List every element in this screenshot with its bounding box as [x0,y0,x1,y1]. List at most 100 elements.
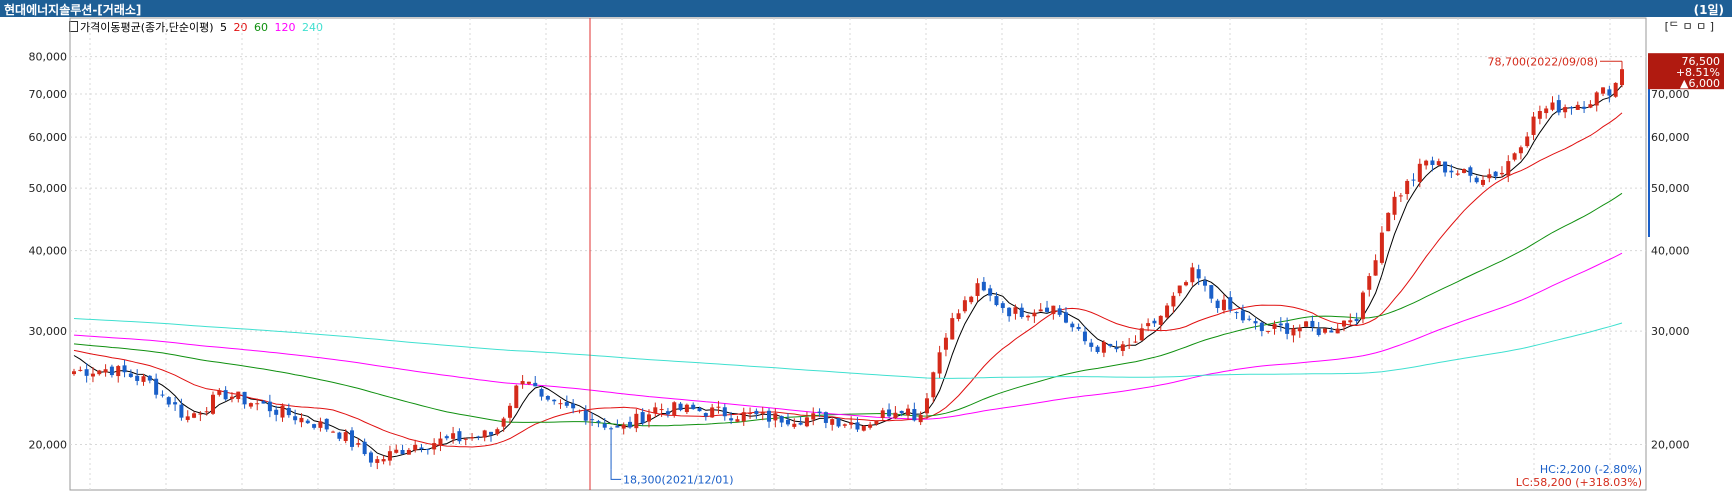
candle-body [1127,344,1132,346]
candle-body [842,424,847,426]
candle-body [1190,267,1195,283]
candle-body [1443,161,1448,173]
candle-body [463,438,468,440]
candle-body [425,448,430,450]
candle-body [1417,163,1422,182]
candle-body [78,369,83,371]
price-badge [1648,53,1724,90]
candle-body [1379,232,1384,263]
ma-line-5 [73,84,1623,458]
candle-body [1367,276,1372,290]
candle-body [495,429,500,435]
candle-body [261,401,266,404]
candle-body [242,391,247,405]
y-tick-left: 60,000 [29,131,68,144]
candle-body [1411,179,1416,181]
candle-body [988,288,993,296]
candle-body [381,459,386,462]
candle-body [514,385,519,409]
candle-body [981,281,986,291]
candle-body [722,407,727,417]
low-marker [610,469,622,480]
candle-body [741,412,746,422]
candle-body [950,318,955,340]
candle-body [1158,315,1163,325]
moving-averages [73,84,1623,458]
candle-body [1051,305,1056,315]
window-titlebar: 현대에너지솔루션-[거래소] (1일) [0,0,1732,17]
candle-body [1297,327,1302,332]
candle-body [609,428,614,430]
candle-body [1291,328,1296,336]
candle-body [1133,341,1138,343]
candle-body [1544,108,1549,114]
plot-frame [69,17,1647,491]
candle-body [880,410,885,418]
candle-body [811,413,816,420]
candle-body [109,366,114,376]
candle-body [1120,344,1125,351]
candle-body [861,425,866,431]
candle-body [924,398,929,414]
candle-body [1480,179,1485,185]
y-tick-right: 70,000 [1651,88,1690,101]
candle-body [767,410,772,422]
candle-body [956,313,961,319]
candle-body [1253,321,1258,324]
y-tick-right: 20,000 [1651,439,1690,452]
candle-body [457,431,462,442]
candle-body [1259,322,1264,331]
candle-body [147,375,152,381]
candle-body [1373,260,1378,276]
candle-body [489,431,494,435]
candle-body [482,430,487,438]
candle-body [362,441,367,455]
candle-body [1234,312,1239,314]
indicator-label: 가격이동평균(종가,단순이평) [80,21,214,34]
candle-body [286,408,291,416]
candle-body [1196,269,1201,279]
candle-body [1063,312,1068,323]
candle-body [451,433,456,439]
period-label[interactable]: (1일) [1693,3,1724,17]
window-title: 현대에너지솔루션-[거래소] [4,3,142,17]
candle-body [1184,282,1189,286]
candle-body [1209,285,1214,299]
candle-body [760,412,765,414]
price-badge-pct: +8.51% [1676,66,1720,79]
candle-body [343,432,348,442]
candle-body [324,418,329,430]
candle-body [507,405,512,418]
candle-body [476,436,481,438]
candle-body [874,420,879,425]
candle-body [293,416,298,421]
candle-body [571,403,576,409]
candle-body [1468,167,1473,176]
candle-body [596,421,601,423]
candle-body [280,405,285,418]
candle-body [855,422,860,430]
candle-body [678,403,683,411]
candle-body [1398,195,1403,197]
candle-body [906,408,911,416]
candle-body [1070,323,1075,328]
y-tick-left: 80,000 [29,51,68,64]
candle-body [1026,315,1031,318]
candle-body [318,421,323,428]
candle-body [1108,343,1113,347]
candle-body [710,407,715,418]
candle-body [918,415,923,423]
candle-body [438,438,443,446]
candle-body [1038,309,1043,312]
y-tick-right: 40,000 [1651,245,1690,258]
candle-body [1032,312,1037,317]
candle-body [103,369,108,373]
price-badge-price: 76,500 [1682,55,1721,68]
chart-tools[interactable]: [ᄃ ㅁ ㅁ ] [1664,20,1714,33]
candle-body [223,390,228,400]
y-tick-left: 40,000 [29,245,68,258]
candle-body [1266,330,1271,332]
candle-body [634,413,639,429]
candle-body [545,396,550,400]
